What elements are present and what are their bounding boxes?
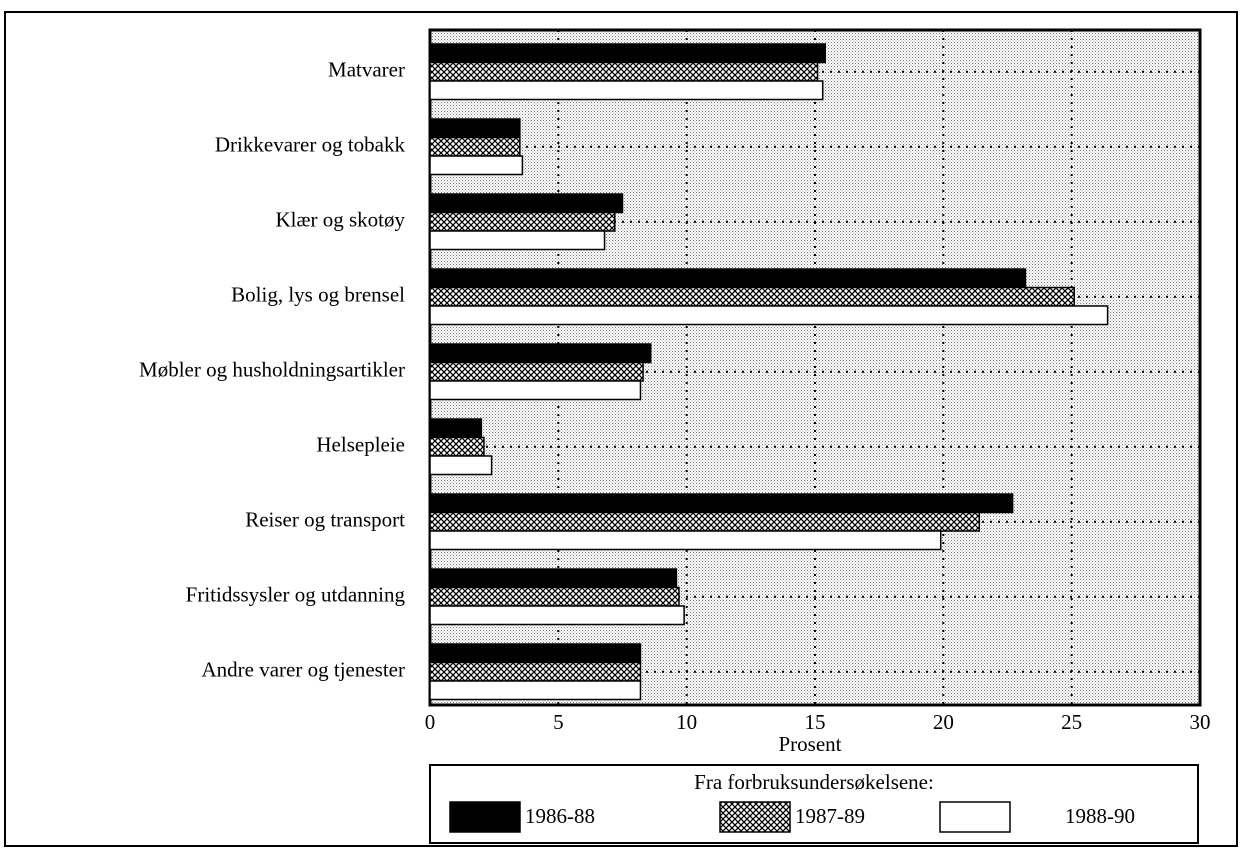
legend-label: 1988-90 [1065, 804, 1135, 828]
x-tick-label: 15 [805, 710, 826, 734]
bar [429, 605, 685, 626]
legend-title: Fra forbruksundersøkelsene: [694, 770, 934, 794]
bar [429, 511, 981, 532]
bar [429, 136, 521, 157]
bar [429, 61, 819, 82]
y-tick-label: Reiser og transport [245, 508, 405, 532]
y-tick-label: Klær og skotøy [275, 208, 405, 232]
legend-swatch [719, 801, 791, 833]
bar [429, 343, 652, 364]
bar [429, 361, 644, 382]
y-tick-label: Fritidssysler og utdanning [186, 583, 406, 607]
y-tick-label: Helsepleie [316, 433, 405, 457]
legend [429, 764, 1199, 844]
bar [429, 230, 606, 251]
bar [429, 455, 493, 476]
y-tick-label: Matvarer [328, 58, 405, 82]
y-tick-label: Andre varer og tjenester [202, 658, 406, 682]
bar [429, 418, 483, 439]
y-tick-label: Drikkevarer og tobakk [215, 133, 406, 157]
bar [429, 118, 521, 139]
x-axis-label: Prosent [779, 732, 842, 756]
bar [429, 80, 824, 101]
bar [429, 493, 1014, 514]
bar [429, 530, 942, 551]
x-tick-label: 25 [1061, 710, 1082, 734]
bar [429, 268, 1027, 289]
bar [429, 586, 680, 607]
legend-swatch [939, 801, 1011, 833]
y-tick-label: Bolig, lys og brensel [231, 283, 405, 307]
legend-label: 1986-88 [525, 804, 595, 828]
x-tick-label: 30 [1190, 710, 1211, 734]
bar [429, 661, 642, 682]
legend-label: 1987-89 [795, 804, 865, 828]
x-tick-label: 0 [425, 710, 436, 734]
bar [429, 436, 485, 457]
bar [429, 43, 827, 64]
x-tick-label: 20 [933, 710, 954, 734]
bar [429, 643, 642, 664]
bar [429, 193, 624, 214]
bar [429, 680, 642, 701]
x-tick-label: 5 [553, 710, 564, 734]
bar [429, 286, 1075, 307]
bar [429, 380, 642, 401]
bar [429, 155, 524, 176]
legend-swatch [449, 801, 521, 833]
bar [429, 211, 616, 232]
bar [429, 305, 1109, 326]
frame [4, 11, 1238, 847]
bar [429, 568, 678, 589]
y-tick-label: Møbler og husholdningsartikler [139, 358, 405, 382]
x-tick-label: 10 [676, 710, 697, 734]
